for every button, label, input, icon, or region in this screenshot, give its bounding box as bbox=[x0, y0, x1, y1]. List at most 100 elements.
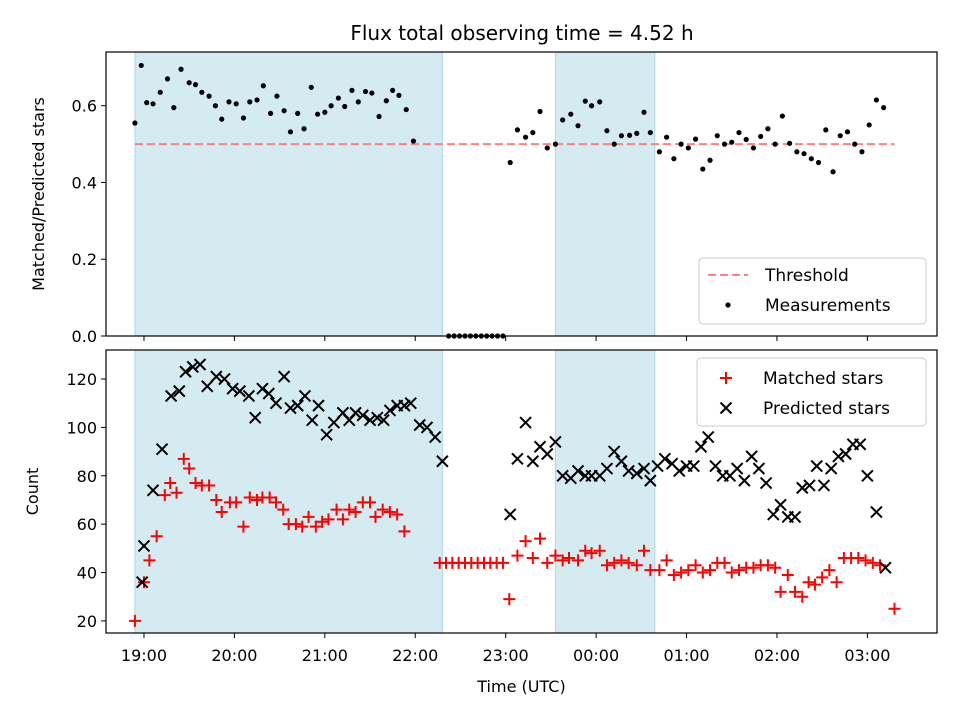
legend-predicted-label: Predicted stars bbox=[763, 399, 890, 419]
measurement-point bbox=[219, 116, 225, 122]
measurement-point bbox=[376, 113, 382, 120]
predicted-point bbox=[363, 413, 377, 427]
matched-point bbox=[383, 506, 396, 519]
matched-point bbox=[774, 585, 787, 598]
measurement-point bbox=[281, 108, 287, 114]
predicted-point bbox=[428, 430, 442, 444]
matched-point bbox=[309, 520, 322, 533]
predicted-point bbox=[320, 428, 333, 441]
matched-point bbox=[585, 547, 598, 560]
matched-point bbox=[364, 496, 377, 509]
measurement-point bbox=[808, 156, 814, 162]
predicted-point bbox=[774, 498, 787, 512]
measurement-point bbox=[355, 99, 361, 105]
matched-point bbox=[802, 576, 815, 589]
matched-point bbox=[823, 564, 836, 577]
matched-point bbox=[696, 566, 709, 579]
matched-point bbox=[660, 554, 673, 567]
measurement-point bbox=[226, 99, 232, 105]
predicted-point bbox=[511, 452, 524, 466]
predicted-point bbox=[637, 462, 651, 475]
predicted-point bbox=[549, 435, 562, 449]
y-tick-label: 60 bbox=[77, 515, 97, 534]
predicted-point bbox=[519, 416, 532, 429]
matched-point bbox=[888, 602, 901, 615]
predicted-point bbox=[759, 476, 773, 490]
predicted-point bbox=[738, 474, 751, 487]
matched-point bbox=[263, 491, 276, 504]
predicted-point bbox=[277, 370, 291, 383]
predicted-point bbox=[615, 455, 628, 468]
measurement-point bbox=[233, 101, 239, 107]
measurement-point bbox=[206, 93, 212, 99]
matched-point bbox=[866, 556, 879, 569]
measurement-point bbox=[873, 97, 880, 103]
matched-point bbox=[526, 552, 539, 565]
predicted-point bbox=[526, 455, 540, 468]
measurement-point bbox=[301, 126, 307, 132]
measurement-point bbox=[178, 66, 184, 72]
matched-point bbox=[316, 515, 329, 528]
measurement-point bbox=[597, 99, 603, 105]
matched-point bbox=[330, 503, 343, 516]
matched-point bbox=[322, 513, 335, 526]
predicted-point bbox=[284, 401, 297, 415]
measurement-point bbox=[274, 93, 280, 99]
measurement-point bbox=[700, 166, 706, 172]
predicted-point bbox=[694, 440, 708, 453]
x-axis-label: Time (UTC) bbox=[476, 677, 565, 696]
predicted-point bbox=[870, 505, 883, 519]
predicted-point bbox=[541, 447, 554, 461]
predicted-point bbox=[644, 474, 657, 487]
measurement-point bbox=[707, 157, 713, 163]
measurement-point bbox=[157, 89, 163, 95]
measurement-point bbox=[582, 98, 588, 104]
predicted-point bbox=[173, 384, 186, 398]
measurement-point bbox=[787, 140, 793, 146]
measurement-point bbox=[328, 103, 334, 109]
measurement-point bbox=[186, 80, 192, 86]
matched-point bbox=[816, 571, 829, 584]
matched-point bbox=[534, 532, 547, 545]
matched-point bbox=[689, 559, 702, 572]
matched-point bbox=[747, 561, 760, 574]
measurement-point bbox=[692, 136, 699, 142]
legend-measurements-label: Measurements bbox=[765, 296, 891, 316]
predicted-point bbox=[248, 411, 262, 424]
matched-point bbox=[682, 564, 695, 577]
predicted-point bbox=[803, 479, 816, 492]
predicted-point bbox=[622, 464, 635, 478]
measurement-point bbox=[314, 111, 321, 117]
measurement-point bbox=[212, 103, 219, 109]
matched-point bbox=[549, 549, 562, 562]
measurement-point bbox=[403, 106, 409, 113]
measurement-point bbox=[881, 105, 887, 111]
legend-predicted-swatch bbox=[719, 401, 733, 415]
matched-point bbox=[158, 489, 171, 502]
measurement-point bbox=[685, 145, 691, 151]
matched-point bbox=[579, 544, 592, 557]
matched-point bbox=[269, 496, 282, 509]
measurement-point bbox=[844, 129, 851, 135]
predicted-point bbox=[630, 467, 643, 480]
measurement-point bbox=[823, 127, 829, 133]
measurement-point bbox=[132, 120, 138, 126]
measurement-point bbox=[390, 87, 396, 93]
predicted-point bbox=[398, 399, 411, 412]
predicted-point bbox=[556, 469, 569, 482]
measurement-point bbox=[852, 141, 858, 147]
measurement-point bbox=[544, 145, 550, 151]
measurement-point bbox=[772, 141, 778, 147]
predicted-point bbox=[146, 484, 160, 497]
matched-point bbox=[630, 559, 643, 572]
predicted-point bbox=[861, 469, 874, 482]
x-tick-label: 20:00 bbox=[211, 646, 257, 665]
matched-point bbox=[230, 496, 243, 509]
y-axis-label: Matched/Predicted stars bbox=[29, 97, 48, 291]
y-tick-label: 80 bbox=[77, 467, 97, 486]
predicted-point bbox=[164, 389, 178, 403]
predicted-point bbox=[218, 372, 231, 386]
matched-point bbox=[732, 564, 745, 577]
measurement-point bbox=[664, 134, 670, 140]
matched-point bbox=[164, 477, 177, 490]
